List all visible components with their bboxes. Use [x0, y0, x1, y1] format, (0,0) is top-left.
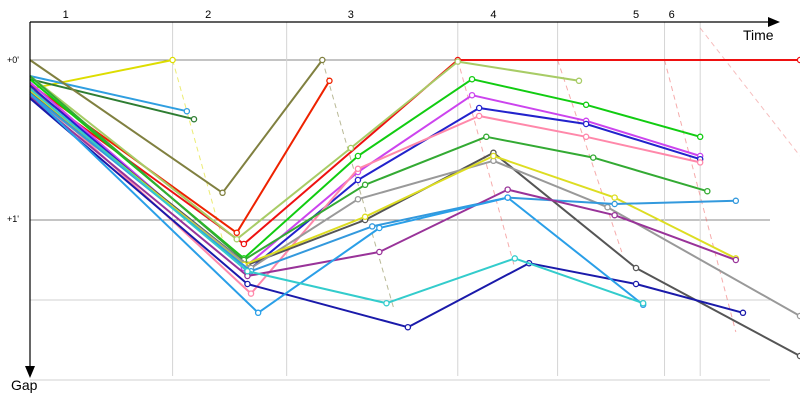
data-point [183, 107, 191, 115]
data-point [354, 165, 362, 173]
data-point [468, 91, 476, 99]
series-line [29, 96, 737, 277]
series-line [29, 92, 736, 273]
y-axis-title: Gap [11, 377, 38, 393]
data-point [483, 133, 490, 141]
data-point [632, 280, 640, 288]
series-line [29, 75, 188, 113]
data-point [732, 197, 740, 205]
driver-series [29, 78, 198, 123]
series-line [29, 59, 800, 245]
pit-stop-line [664, 59, 737, 333]
driver-series [29, 88, 647, 307]
lap-label-1: 1 [63, 9, 69, 21]
data-point [233, 235, 241, 243]
driver-series [29, 56, 326, 197]
driver-series [29, 58, 583, 243]
series-line [29, 75, 708, 261]
pit-stop-line [172, 59, 223, 240]
data-point [361, 213, 369, 221]
data-point [490, 152, 497, 160]
data-point [361, 181, 369, 189]
data-point [739, 309, 747, 317]
data-point [376, 224, 383, 232]
data-point [376, 248, 383, 256]
y-tick-label-0: +0' [7, 55, 19, 65]
data-point [354, 195, 362, 203]
data-point [796, 352, 800, 360]
data-point [611, 211, 618, 219]
data-point [169, 56, 176, 64]
data-point [582, 101, 590, 109]
data-point [796, 56, 800, 64]
data-point [589, 154, 597, 161]
data-point [354, 152, 362, 160]
data-point [347, 144, 355, 152]
data-point [475, 112, 483, 120]
driver-series [29, 77, 333, 237]
data-point [233, 229, 241, 237]
data-point [582, 120, 590, 128]
data-point [504, 194, 511, 201]
series-line [29, 78, 195, 121]
data-point [190, 115, 198, 123]
time-axis-arrow-icon [768, 17, 780, 27]
data-point [254, 309, 262, 317]
lap-label-5: 5 [633, 9, 639, 21]
driver-series [29, 75, 711, 264]
series-line [29, 97, 744, 329]
driver-series [29, 75, 191, 115]
lap-label-2: 2 [205, 9, 211, 21]
data-point [632, 264, 640, 272]
driver-series [29, 88, 704, 297]
lap-label-3: 3 [348, 9, 354, 21]
data-point [454, 58, 462, 65]
data-point [639, 299, 647, 307]
data-point [354, 176, 362, 184]
lap-label-4: 4 [490, 9, 496, 21]
data-point [611, 194, 618, 201]
pit-stop-line [699, 27, 800, 157]
series-line [29, 88, 701, 295]
series-layer [29, 56, 800, 360]
data-point [475, 104, 483, 112]
data-point [244, 280, 251, 288]
data-point [319, 56, 326, 64]
data-point [244, 267, 251, 275]
lap-label-6: 6 [669, 9, 675, 21]
data-point [732, 256, 740, 264]
data-point [796, 312, 800, 320]
data-point [219, 189, 226, 197]
data-point [611, 200, 618, 208]
data-point [504, 186, 511, 193]
data-point [604, 203, 611, 211]
data-point [383, 299, 390, 307]
data-point [575, 77, 583, 85]
data-point [240, 240, 248, 248]
y-tick-label-1: +1' [7, 214, 19, 224]
driver-series [29, 96, 740, 280]
data-point [247, 290, 255, 297]
x-axis-title: Time [743, 27, 774, 43]
data-point [704, 187, 711, 195]
data-point [582, 133, 590, 141]
axes-layer: Time Gap +0' +1' 1 2 3 4 5 6 [7, 9, 780, 393]
gap-axis-arrow-icon [25, 366, 35, 378]
data-point [368, 223, 376, 230]
driver-series [29, 97, 747, 331]
pit-stop-line [321, 59, 395, 309]
data-point [326, 77, 333, 85]
data-point [468, 75, 476, 83]
data-point [696, 159, 704, 166]
data-point [511, 255, 519, 262]
data-point [404, 323, 412, 331]
data-point [696, 133, 704, 141]
